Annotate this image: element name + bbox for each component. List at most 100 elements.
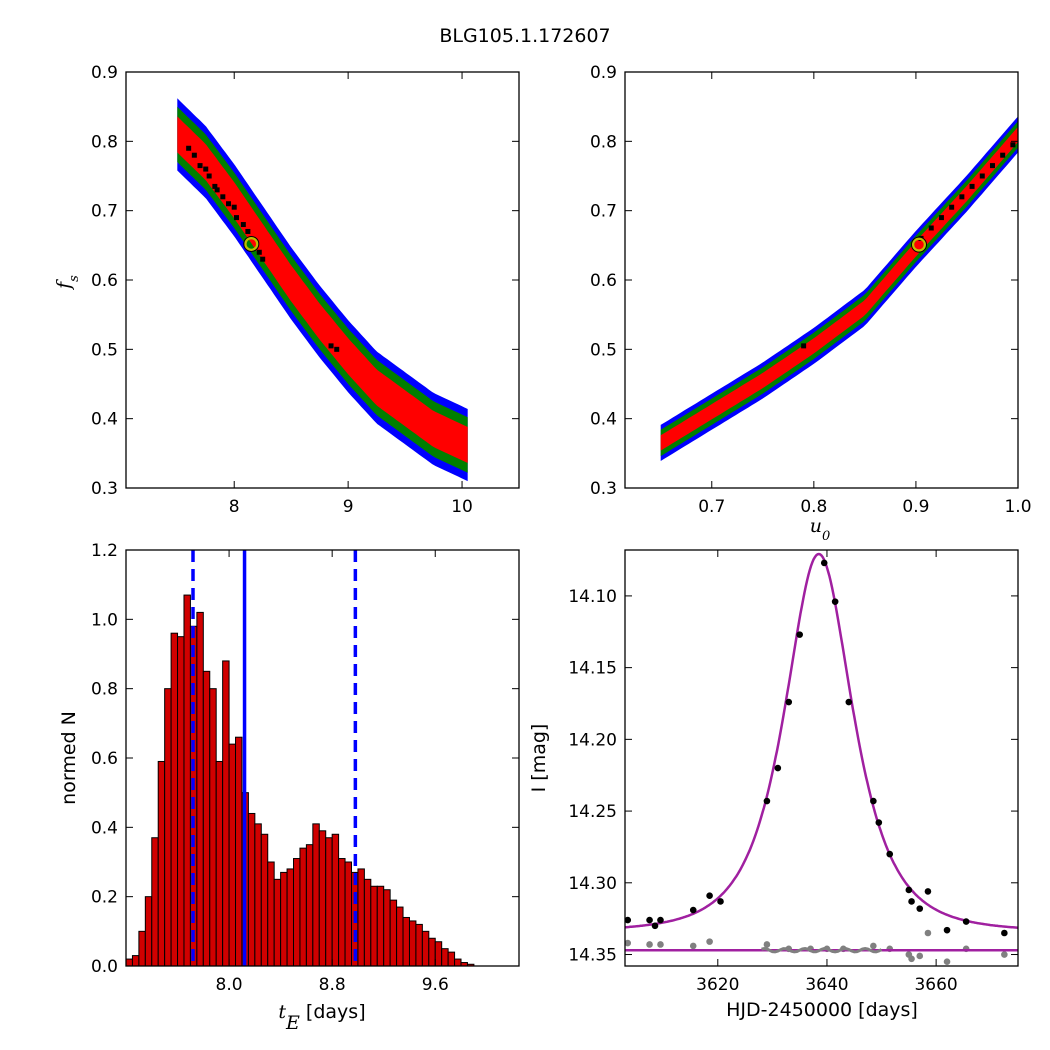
- mcmc-point: [197, 163, 203, 169]
- histogram-bar: [164, 688, 172, 966]
- histogram-bar: [318, 830, 327, 966]
- contour-region-mid: [177, 106, 468, 473]
- y-tick-label: 0.3: [590, 479, 617, 499]
- histogram-bar: [280, 871, 288, 966]
- histogram-bar: [170, 632, 179, 966]
- residual-point: [943, 958, 951, 965]
- mcmc-point: [220, 194, 226, 200]
- y-tick-label: 0.0: [91, 957, 118, 977]
- y-tick-label: 0.6: [590, 271, 617, 291]
- histogram-bar: [293, 858, 301, 966]
- histogram-bar: [325, 837, 333, 966]
- y-tick-label: 14.35: [568, 946, 617, 966]
- histogram-bar: [376, 885, 385, 966]
- y-tick-label: 0.4: [91, 818, 118, 838]
- histogram-bar: [151, 837, 159, 966]
- data-point: [706, 892, 713, 900]
- mcmc-point: [989, 163, 995, 169]
- data-point: [831, 598, 839, 605]
- data-point: [820, 559, 828, 567]
- y-tick-label: 14.25: [568, 802, 617, 822]
- x-tick-label: 3620: [696, 975, 739, 995]
- x-axis-label: HJD-2450000 [days]: [726, 999, 918, 1021]
- mcmc-point: [191, 152, 197, 158]
- x-tick-label: 1.0: [1004, 497, 1031, 517]
- y-tick-label: 0.9: [91, 63, 118, 83]
- data-point: [651, 922, 659, 930]
- mcmc-point: [186, 145, 192, 151]
- data-point: [916, 905, 924, 912]
- y-tick-label: 0.8: [91, 680, 118, 700]
- mcmc-point: [212, 183, 218, 189]
- x-tick-label: 8: [229, 497, 240, 517]
- histogram-bar: [415, 923, 423, 966]
- y-tick-label: 0.4: [91, 410, 118, 430]
- data-point: [908, 898, 915, 905]
- data-point: [625, 916, 632, 924]
- y-tick-label: 0.5: [590, 340, 617, 360]
- x-tick-label: 8.8: [319, 975, 346, 995]
- histogram-bar: [389, 899, 398, 966]
- y-tick-label: 0.8: [91, 132, 118, 152]
- data-point: [774, 764, 782, 772]
- data-point: [785, 698, 793, 706]
- contour-region-inner: [177, 116, 468, 464]
- histogram-bar: [260, 833, 269, 966]
- mcmc-point: [226, 201, 232, 207]
- histogram-bar: [126, 958, 133, 966]
- histogram-bar: [228, 743, 237, 966]
- mcmc-point: [979, 173, 985, 179]
- contour-region-inner: [660, 126, 1018, 451]
- x-tick-label: 3660: [914, 975, 957, 995]
- residual-point: [625, 939, 632, 947]
- plot-area: [660, 116, 1018, 462]
- panel-tE-histogram: 8.0 8.8 9.6 0.0 0.2 0.4 0.6 0.8 1.0 1.2 tE [days]…: [58, 541, 520, 1034]
- data-point: [886, 850, 894, 858]
- mcmc-point: [256, 249, 262, 255]
- data-point: [689, 906, 697, 914]
- histogram-bar: [428, 937, 436, 966]
- histogram-bar: [447, 951, 456, 966]
- mcmc-point: [240, 222, 246, 228]
- histogram-bar: [299, 847, 307, 966]
- histogram-bar: [138, 930, 146, 966]
- mcmc-point: [245, 228, 251, 234]
- mcmc-point: [949, 204, 955, 210]
- histogram-bar: [254, 823, 262, 966]
- mcmc-point: [231, 204, 237, 210]
- plot-area: [177, 98, 468, 482]
- residual-point: [924, 929, 932, 937]
- histogram-bar: [215, 760, 224, 966]
- y-tick-label: 0.3: [91, 479, 118, 499]
- best-fit-marker-outline: [910, 236, 927, 253]
- residual-point: [706, 938, 713, 945]
- y-tick-label: 0.6: [91, 271, 118, 291]
- x-tick-label: 0.7: [698, 497, 725, 517]
- axis-ticks: 3620 3640 3660 14.10 14.15 14.20 14.25 14.30 14.…: [568, 550, 1018, 995]
- residual-point: [916, 952, 924, 960]
- histogram-bar: [222, 660, 230, 966]
- residual-point: [763, 941, 771, 948]
- histogram-bar: [338, 858, 346, 966]
- histogram-bar: [144, 896, 153, 966]
- histogram-bar: [273, 878, 282, 966]
- mcmc-point: [203, 166, 209, 172]
- histogram-bar: [183, 594, 191, 966]
- data-point: [870, 797, 877, 805]
- histogram-bar: [157, 760, 166, 966]
- histogram-bar: [370, 885, 378, 966]
- histogram-bar: [434, 941, 443, 966]
- mcmc-point: [1000, 152, 1006, 158]
- histogram-bar: [421, 930, 430, 966]
- mcmc-point: [959, 194, 965, 200]
- data-point: [646, 916, 653, 924]
- histogram-bar: [357, 868, 365, 966]
- panel-u0-fs: 0.7 0.8 0.9 1.0 0.3 0.4 0.5 0.6 0.7 0.8 0.9 u0: [590, 63, 1032, 544]
- residual-point: [689, 942, 697, 950]
- y-tick-label: 14.20: [568, 730, 617, 750]
- y-tick-label: 0.9: [590, 63, 617, 83]
- x-tick-label: 0.9: [902, 497, 929, 517]
- x-tick-label: 8.0: [216, 975, 243, 995]
- histogram-bar: [331, 833, 340, 966]
